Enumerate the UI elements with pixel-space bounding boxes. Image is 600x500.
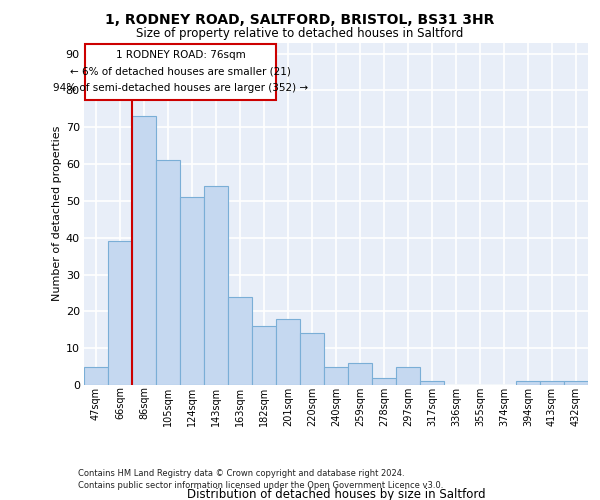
Bar <box>180 197 204 385</box>
Bar <box>204 186 228 385</box>
Text: Size of property relative to detached houses in Saltford: Size of property relative to detached ho… <box>136 28 464 40</box>
Y-axis label: Number of detached properties: Number of detached properties <box>52 126 62 302</box>
Bar <box>252 326 276 385</box>
Bar <box>540 382 564 385</box>
Text: 1 RODNEY ROAD: 76sqm: 1 RODNEY ROAD: 76sqm <box>116 50 245 60</box>
Bar <box>372 378 396 385</box>
Bar <box>348 363 372 385</box>
Text: 94% of semi-detached houses are larger (352) →: 94% of semi-detached houses are larger (… <box>53 83 308 93</box>
Bar <box>396 366 420 385</box>
Bar <box>84 366 108 385</box>
Text: ← 6% of detached houses are smaller (21): ← 6% of detached houses are smaller (21) <box>70 66 291 76</box>
Bar <box>516 382 540 385</box>
Bar <box>324 366 348 385</box>
Bar <box>276 318 300 385</box>
Bar <box>420 382 444 385</box>
Bar <box>156 160 180 385</box>
Bar <box>132 116 156 385</box>
X-axis label: Distribution of detached houses by size in Saltford: Distribution of detached houses by size … <box>187 488 485 500</box>
Text: Contains public sector information licensed under the Open Government Licence v3: Contains public sector information licen… <box>78 481 443 490</box>
Bar <box>564 382 588 385</box>
Bar <box>228 296 252 385</box>
Text: Contains HM Land Registry data © Crown copyright and database right 2024.: Contains HM Land Registry data © Crown c… <box>78 468 404 477</box>
Bar <box>108 242 132 385</box>
Bar <box>300 334 324 385</box>
FancyBboxPatch shape <box>85 44 276 100</box>
Text: 1, RODNEY ROAD, SALTFORD, BRISTOL, BS31 3HR: 1, RODNEY ROAD, SALTFORD, BRISTOL, BS31 … <box>106 12 494 26</box>
